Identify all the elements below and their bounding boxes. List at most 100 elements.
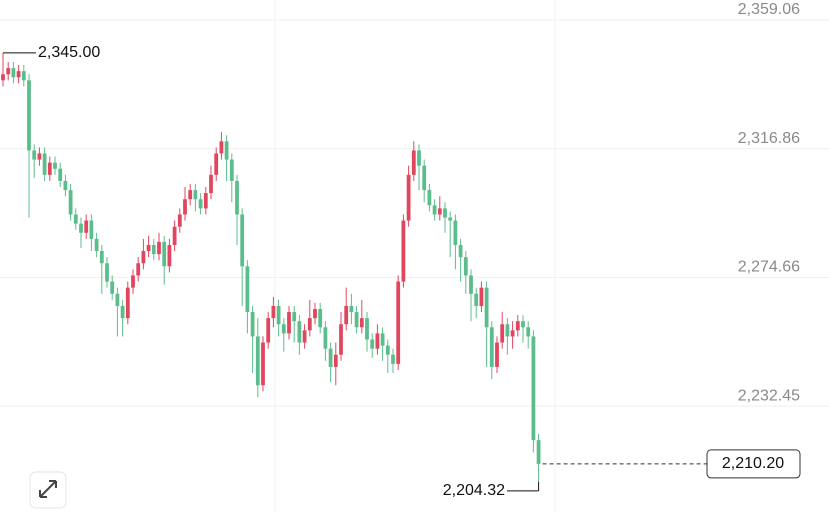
- candle-body: [271, 305, 276, 319]
- y-tick-label: 2,316.86: [738, 130, 800, 147]
- candle-body: [365, 318, 369, 340]
- grid: 2,359.06 2,316.86 2,274.66 2,232.45: [0, 1, 829, 407]
- candle-body: [240, 214, 245, 267]
- candle-body: [495, 342, 499, 367]
- candle-body: [229, 159, 234, 181]
- candle-body: [328, 348, 333, 367]
- candle-body: [287, 312, 291, 334]
- candle-body: [380, 333, 385, 346]
- candle-body: [417, 150, 421, 166]
- candle-body: [313, 308, 317, 319]
- candle-body: [391, 354, 395, 364]
- candle-body: [136, 263, 141, 276]
- candle-body: [53, 162, 57, 169]
- candle-body: [219, 141, 224, 154]
- candle-body: [463, 257, 468, 276]
- candle-body: [11, 68, 16, 78]
- candle-body: [177, 214, 182, 227]
- candle-body: [203, 193, 208, 209]
- candle-body: [484, 287, 489, 328]
- candle-body: [89, 220, 94, 239]
- candle-body: [193, 190, 198, 200]
- candle-body: [531, 336, 536, 441]
- candle-body: [1, 74, 5, 81]
- candle-body: [73, 214, 78, 224]
- candle-body: [443, 208, 447, 218]
- candle-body: [157, 241, 161, 255]
- candle-body: [167, 244, 172, 267]
- candle-body: [375, 333, 380, 349]
- candle-body: [94, 238, 99, 252]
- candle-body: [307, 318, 312, 331]
- candle-body: [521, 321, 525, 328]
- candle-body: [479, 287, 484, 306]
- candle-body: [453, 220, 458, 245]
- candle-body: [469, 275, 473, 294]
- candle-body: [292, 312, 297, 322]
- candle-body: [302, 330, 307, 343]
- candle-body: [500, 324, 505, 343]
- candle-body: [63, 180, 68, 191]
- y-tick-label: 2,274.66: [738, 259, 800, 276]
- candle-body: [323, 327, 328, 349]
- candle-body: [354, 312, 359, 328]
- candle-body: [359, 318, 364, 328]
- candles: [1, 52, 541, 482]
- candle-body: [146, 244, 151, 252]
- candle-body: [349, 305, 354, 313]
- candle-body: [406, 174, 411, 221]
- candle-body: [110, 281, 115, 294]
- candle-body: [281, 324, 286, 334]
- candle-body: [396, 281, 401, 364]
- candle-body: [505, 324, 510, 337]
- candle-body: [385, 345, 390, 355]
- candle-body: [235, 180, 239, 215]
- candle-body: [510, 330, 515, 337]
- candle-body: [115, 293, 120, 306]
- candle-body: [437, 208, 442, 215]
- candle-body: [141, 251, 146, 264]
- candle-body: [224, 141, 229, 160]
- candle-body: [131, 275, 135, 288]
- expand-button[interactable]: [29, 471, 67, 509]
- candle-body: [198, 199, 203, 209]
- candle-body: [84, 220, 89, 233]
- candle-body: [422, 165, 427, 191]
- candle-body: [105, 263, 109, 282]
- y-tick-label: 2,359.06: [738, 1, 800, 18]
- candle-body: [172, 226, 177, 245]
- candle-body: [6, 68, 11, 75]
- candle-body: [47, 162, 52, 175]
- candle-body: [32, 150, 37, 160]
- candle-body: [68, 190, 73, 215]
- candle-body: [297, 321, 302, 343]
- candle-body: [120, 305, 125, 319]
- candle-body: [250, 312, 255, 337]
- candle-body: [37, 153, 42, 160]
- candle-body: [401, 220, 406, 282]
- candle-body: [526, 327, 531, 337]
- candle-body: [536, 440, 541, 464]
- last-price-label: 2,210.20: [722, 455, 784, 472]
- candle-body: [16, 71, 21, 78]
- candle-body: [261, 342, 265, 386]
- candle-body: [151, 244, 156, 255]
- candle-body: [99, 251, 104, 264]
- candle-body: [79, 223, 83, 233]
- candle-body: [42, 153, 47, 175]
- candle-body: [276, 305, 281, 325]
- candle-body: [255, 336, 260, 386]
- expand-icon: [39, 480, 57, 498]
- high-marker-label: 2,345.00: [38, 44, 100, 61]
- candle-body: [458, 244, 463, 258]
- low-marker-label: 2,204.32: [443, 482, 505, 499]
- candle-body: [515, 321, 520, 331]
- last-price-box: [706, 449, 801, 479]
- candle-body: [27, 80, 31, 151]
- annotations: 2,345.00 2,204.32 2,210.20: [3, 44, 801, 499]
- candle-body: [188, 190, 193, 200]
- candle-body: [339, 324, 343, 355]
- candle-body: [489, 327, 494, 367]
- candle-body: [344, 305, 349, 325]
